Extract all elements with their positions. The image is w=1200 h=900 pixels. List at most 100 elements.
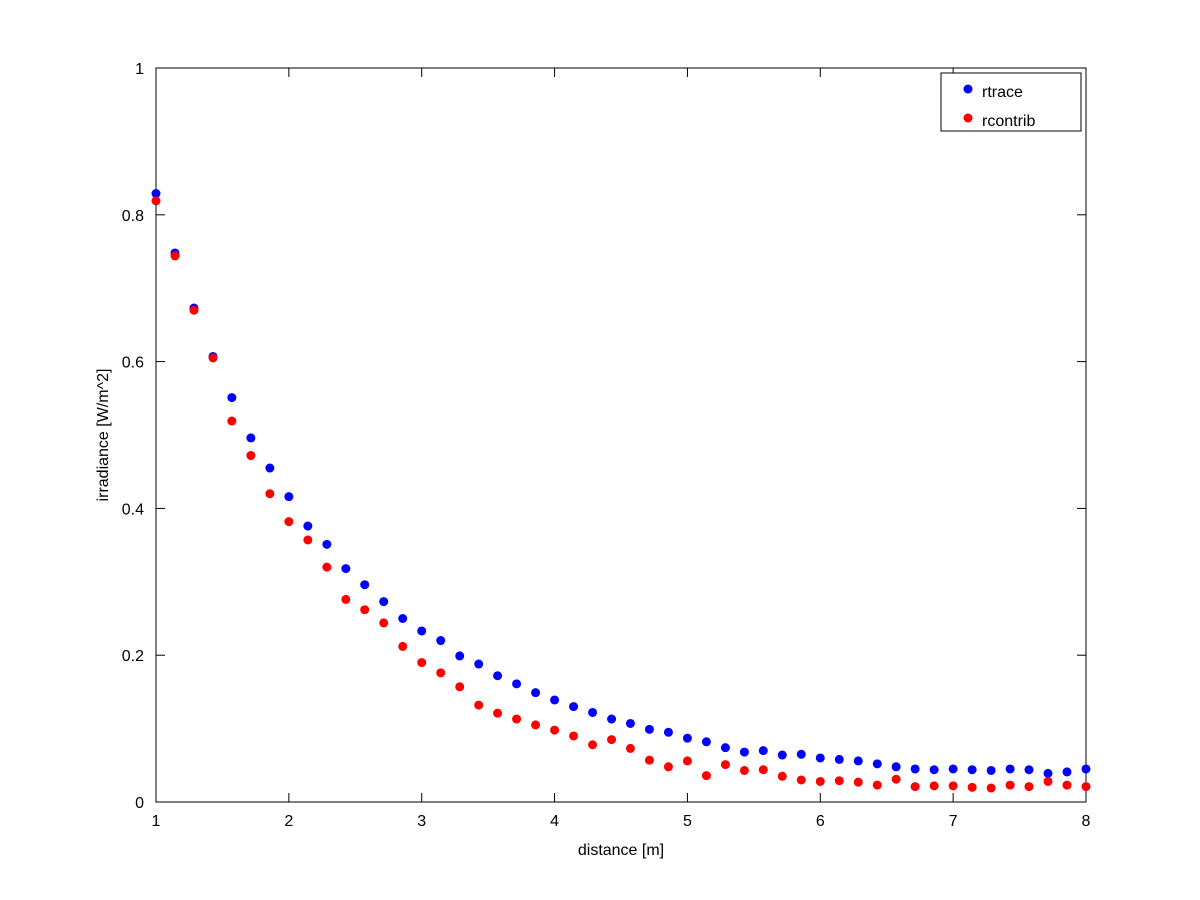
rcontrib-point [417,658,427,668]
rtrace-point [625,718,635,728]
y-tick-labels: 0 0.2 0.4 0.6 0.8 1 [122,61,144,812]
rcontrib-point [607,735,617,745]
rtrace-point [436,636,446,646]
rcontrib-point [189,305,199,315]
rcontrib-point [682,756,692,766]
rtrace-point [701,737,711,747]
rtrace-point [948,764,958,774]
x-axis-label: distance [m] [578,842,664,859]
rtrace-point [493,671,503,681]
rcontrib-point [815,776,825,786]
rcontrib-point [170,251,180,261]
rtrace-point [910,764,920,774]
rtrace-point [739,747,749,757]
x-tick-labels: 1 2 3 4 5 6 7 8 [152,813,1091,830]
rtrace-point [151,189,161,199]
rtrace-point [569,702,579,712]
rcontrib-point [531,720,541,730]
rcontrib-point [265,489,275,499]
rtrace-point [986,765,996,775]
rtrace-point [777,750,787,760]
x-tick-label: 1 [152,813,161,830]
rcontrib-point [1062,780,1072,790]
rtrace-point [379,597,389,607]
rcontrib-point [701,771,711,781]
rtrace-point [967,765,977,775]
x-tick-label: 6 [816,813,825,830]
rtrace-point [758,746,768,756]
rcontrib-point [910,782,920,792]
rtrace-point [1024,765,1034,775]
rcontrib-point [322,562,332,572]
rtrace-point [720,743,730,753]
rcontrib-point [246,451,256,461]
rtrace-point [1081,764,1091,774]
rcontrib-point [1024,782,1034,792]
rcontrib-point [512,714,522,724]
legend-marker-rcontrib [963,113,973,123]
rtrace-point [1062,767,1072,777]
rcontrib-point [1043,776,1053,786]
rcontrib-point [569,731,579,741]
rtrace-point [512,679,522,689]
x-tick-label: 3 [417,813,426,830]
rtrace-point [417,626,427,636]
plot-area [155,67,1087,803]
rtrace-point [1005,764,1015,774]
rcontrib-point [1081,782,1091,792]
rcontrib-point [929,781,939,791]
rcontrib-point [720,760,730,770]
rcontrib-point [834,776,844,786]
y-tick-label: 0.8 [122,208,144,225]
rtrace-point [265,463,275,473]
rcontrib-point [891,774,901,784]
series-rtrace [151,189,1091,778]
rcontrib-point [948,781,958,791]
y-tick-label: 1 [135,61,144,78]
rcontrib-point [284,517,294,527]
rcontrib-point [872,780,882,790]
rcontrib-point [474,700,484,710]
rcontrib-point [436,668,446,678]
rtrace-point [853,756,863,766]
legend-label-rcontrib: rcontrib [982,113,1035,130]
series-rcontrib [151,196,1091,793]
rtrace-point [455,651,465,661]
rcontrib-point [967,782,977,792]
rcontrib-point [493,708,503,718]
rcontrib-point [777,771,787,781]
y-tick-label: 0.4 [122,501,144,518]
y-tick-label: 0.2 [122,648,144,665]
legend: rtrace rcontrib [940,72,1082,132]
x-tick-label: 5 [683,813,692,830]
rtrace-point [227,393,237,403]
rtrace-point [644,724,654,734]
rtrace-point [588,707,598,717]
rcontrib-point [986,783,996,793]
rcontrib-point [1005,780,1015,790]
rcontrib-point [758,765,768,775]
rtrace-point [834,754,844,764]
rtrace-point [360,580,370,590]
rtrace-point [607,714,617,724]
y-tick-label: 0.6 [122,355,144,372]
rtrace-point [474,659,484,669]
rtrace-point [872,759,882,769]
rtrace-point [341,564,351,574]
rcontrib-point [588,740,598,750]
x-tick-label: 8 [1082,813,1091,830]
rtrace-point [284,492,294,502]
legend-box [940,72,1082,132]
rcontrib-point [379,618,389,628]
rtrace-point [1043,768,1053,778]
rcontrib-point [625,743,635,753]
legend-label-rtrace: rtrace [982,84,1023,101]
y-axis-label: irradiance [W/m^2] [95,369,112,502]
y-tick-label: 0 [135,795,144,812]
rtrace-point [550,695,560,705]
rtrace-point [322,539,332,549]
rcontrib-point [360,605,370,615]
rcontrib-point [341,594,351,604]
x-tick-label: 4 [550,813,559,830]
